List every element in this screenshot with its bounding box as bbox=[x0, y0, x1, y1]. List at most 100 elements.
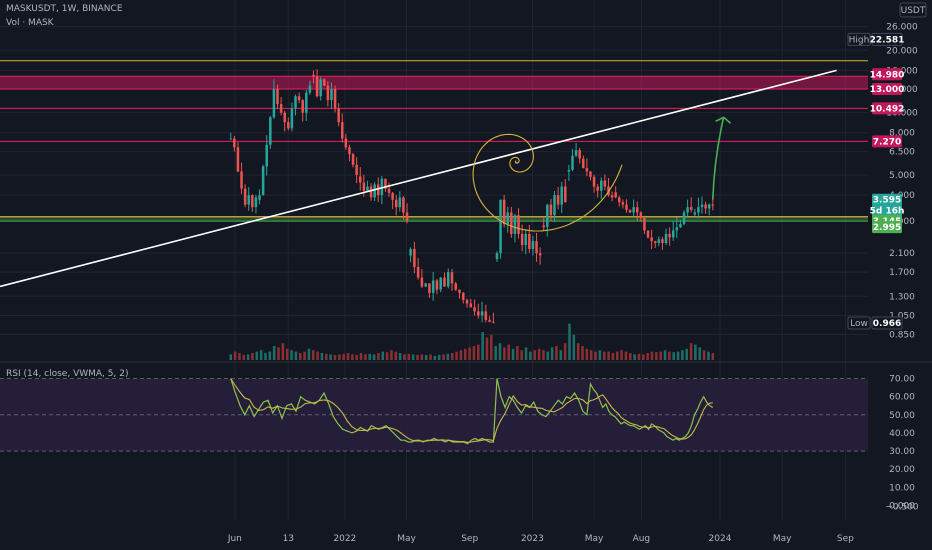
time-tick-label: May bbox=[773, 534, 792, 544]
candle-body bbox=[506, 212, 510, 225]
candle-body bbox=[290, 108, 294, 129]
candle-body bbox=[668, 233, 671, 238]
candle-body bbox=[704, 204, 707, 209]
symbol-title[interactable]: MASKUSDT, 1W, BINANCE bbox=[6, 4, 123, 14]
rsi-title[interactable]: RSI (14, close, VWMA, 5, 2) bbox=[6, 369, 128, 379]
volume-bar bbox=[672, 352, 675, 360]
candle-body bbox=[413, 248, 416, 267]
volume-bar bbox=[498, 343, 502, 360]
candle-body bbox=[294, 96, 297, 109]
volume-bar bbox=[620, 350, 623, 360]
candle-body bbox=[542, 225, 545, 228]
candle-body bbox=[424, 283, 427, 287]
volume-bar bbox=[298, 353, 302, 360]
candle-body bbox=[707, 204, 711, 209]
volume-bar bbox=[411, 354, 415, 360]
volume-bar bbox=[689, 343, 693, 360]
candle-body bbox=[700, 204, 704, 208]
candle-body bbox=[657, 239, 661, 244]
price-tag-value: 14.980 bbox=[870, 70, 905, 80]
rsi-tick-label: 20.00 bbox=[889, 465, 915, 475]
candle-body bbox=[450, 272, 454, 284]
price-tag-box bbox=[872, 68, 902, 81]
volume-bar bbox=[563, 343, 567, 360]
time-tick-label: Aug bbox=[633, 534, 651, 544]
price-axis[interactable]: 26.000 20.000 16.000 13.000 10.000 8.000 6.500… bbox=[885, 23, 919, 513]
price-tick-label: 8.000 bbox=[889, 129, 915, 139]
candle-body bbox=[462, 292, 465, 300]
candle-body bbox=[538, 253, 542, 256]
candle-body bbox=[571, 155, 574, 170]
candle-body bbox=[373, 184, 376, 198]
volume-bar bbox=[429, 354, 432, 360]
rsi-tick-label: 60.00 bbox=[889, 393, 915, 403]
rsi-pane bbox=[0, 378, 868, 452]
volume-bar bbox=[355, 354, 358, 360]
candle-body bbox=[664, 233, 668, 244]
volume-bar bbox=[329, 354, 332, 360]
candle-body bbox=[229, 138, 233, 140]
time-tick-label: 2022 bbox=[333, 534, 356, 544]
candle-body bbox=[585, 168, 589, 172]
price-tick-label: 1.700 bbox=[889, 268, 915, 278]
time-tick-label: May bbox=[585, 534, 604, 544]
candle-body bbox=[446, 272, 450, 287]
volume-bar bbox=[255, 351, 259, 360]
candle-body bbox=[697, 207, 700, 213]
candle-body bbox=[524, 233, 527, 245]
volume-bar bbox=[346, 353, 350, 360]
candle-body bbox=[409, 248, 412, 256]
volume-bar bbox=[455, 351, 458, 360]
candle-body bbox=[603, 180, 607, 187]
candle-body bbox=[635, 207, 639, 213]
volume-bar bbox=[351, 354, 354, 360]
volume-bar bbox=[303, 351, 306, 360]
volume-bar bbox=[485, 337, 489, 360]
candle-body bbox=[488, 319, 491, 322]
volume-bar bbox=[642, 354, 645, 360]
volume-bar bbox=[576, 343, 580, 360]
candle-body bbox=[560, 186, 563, 205]
price-tag-value: 5d 16h bbox=[870, 207, 905, 217]
candle-body bbox=[279, 104, 283, 113]
candle-body bbox=[682, 212, 686, 225]
candle-body bbox=[535, 241, 538, 254]
volume-bar bbox=[233, 351, 237, 360]
candle-body bbox=[553, 195, 556, 216]
price-tick-label: 1.300 bbox=[889, 292, 915, 302]
candle-body bbox=[265, 144, 268, 167]
time-axis[interactable]: Jun 13 2022 May Sep 2023 May Aug 2024 May Sep bbox=[227, 534, 854, 544]
candle-body bbox=[315, 76, 319, 97]
fib-spiral bbox=[472, 133, 623, 232]
candle-body bbox=[589, 171, 592, 177]
candle-body bbox=[240, 171, 243, 189]
price-tag-label-box bbox=[847, 32, 871, 46]
volume-title[interactable]: Vol · MASK bbox=[6, 18, 55, 28]
volume-bar bbox=[459, 350, 463, 360]
candle-body bbox=[454, 283, 458, 290]
currency-badge[interactable] bbox=[899, 2, 927, 18]
candle-body bbox=[366, 186, 369, 191]
forecast-arrow bbox=[711, 117, 725, 200]
volume-bar bbox=[472, 346, 476, 360]
candle-body bbox=[283, 112, 286, 123]
candle-body bbox=[428, 283, 431, 293]
candle-body bbox=[435, 280, 439, 290]
rsi-ma-line bbox=[230, 378, 713, 443]
candle-body bbox=[301, 100, 304, 113]
price-tick-label: 0.850 bbox=[889, 331, 915, 341]
volume-bar bbox=[437, 354, 441, 360]
rsi-tick-label: 70.00 bbox=[889, 375, 915, 385]
volume-bar bbox=[516, 346, 519, 360]
volume-bar bbox=[398, 353, 402, 360]
price-tag-box bbox=[872, 221, 902, 234]
volume-bar bbox=[598, 350, 602, 360]
time-tick-label: Sep bbox=[461, 534, 478, 544]
price-tick-label: 2.100 bbox=[889, 249, 915, 259]
candle-body bbox=[251, 195, 254, 208]
price-tick-label: 1.050 bbox=[889, 312, 915, 322]
candle-body bbox=[333, 89, 337, 109]
volume-bar bbox=[602, 351, 606, 360]
